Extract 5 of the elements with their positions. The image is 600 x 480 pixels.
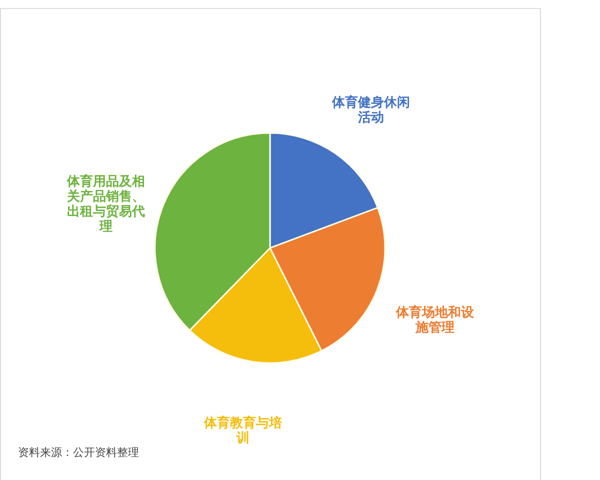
- slice-label: 体育健身休闲活动: [330, 94, 410, 126]
- slice-label: 体育教育与培训: [202, 414, 282, 446]
- slice-label: 体育场地和设施管理: [394, 304, 475, 336]
- text: 资料来源：公开资料整理: [18, 446, 139, 459]
- slice-label: 体育用品及相关产品销售、出租与贸易代理: [66, 173, 146, 234]
